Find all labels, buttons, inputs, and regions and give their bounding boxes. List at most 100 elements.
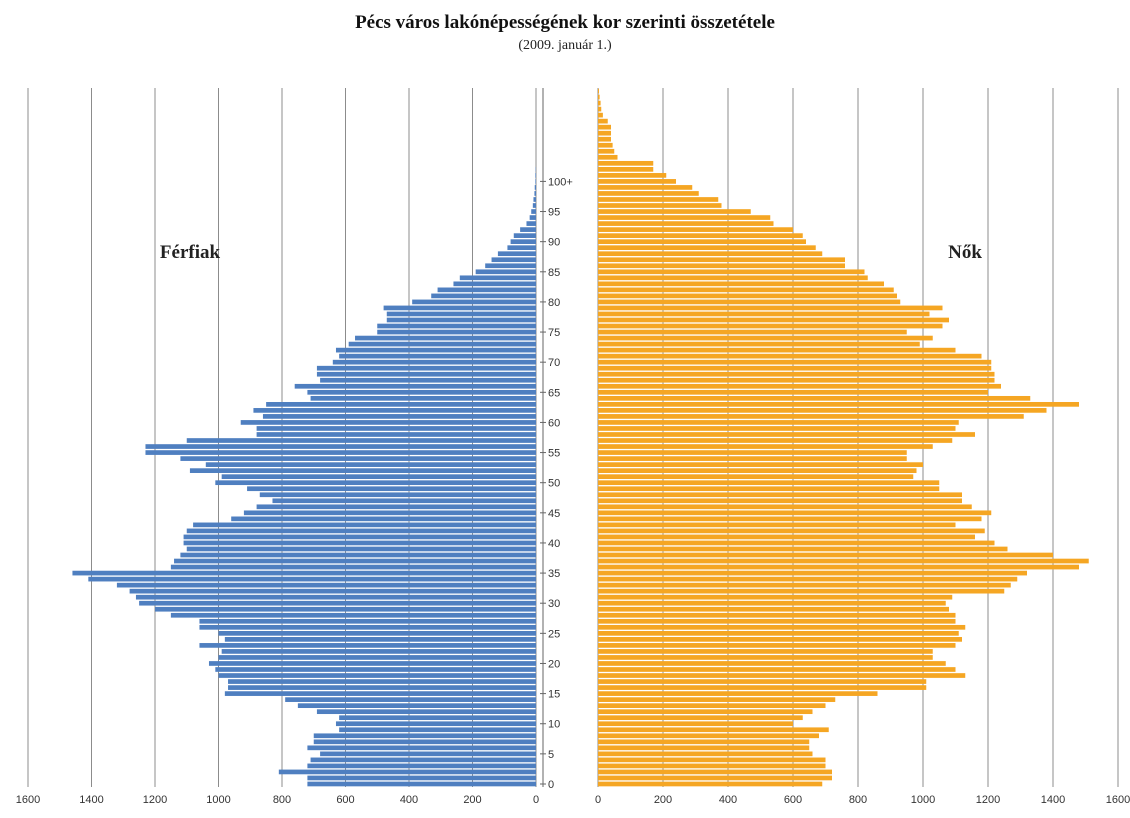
male-bar-36 (170, 564, 536, 570)
female-bar-106 (598, 142, 613, 148)
male-bar-12 (316, 709, 536, 715)
male-bar-52 (189, 468, 537, 473)
male-bar-14 (285, 697, 536, 702)
male-bar-87 (491, 257, 536, 263)
male-bar-65 (307, 389, 536, 395)
female-bar-92 (598, 227, 793, 232)
male-bar-39 (186, 546, 536, 552)
male-bar-25 (218, 630, 536, 636)
female-bar-76 (598, 323, 943, 329)
x-tick-right-0: 0 (595, 794, 601, 806)
male-bar-67 (320, 377, 536, 383)
age-tick-100+: 100+ (548, 176, 573, 188)
female-bar-93 (598, 221, 774, 226)
male-bar-41 (183, 534, 536, 540)
male-bar-78 (386, 311, 536, 317)
male-bar-20 (208, 661, 536, 666)
female-bar-20 (598, 661, 946, 666)
x-tick-right-1200: 1200 (976, 794, 1000, 806)
chart-subtitle: (2009. január 1.) (518, 38, 612, 53)
female-bar-46 (598, 504, 972, 510)
male-bar-70 (332, 359, 536, 365)
female-bar-102 (598, 166, 654, 172)
age-tick-65: 65 (548, 387, 560, 399)
female-bar-9 (598, 727, 829, 733)
male-bar-60 (240, 420, 536, 425)
male-bar-45 (243, 510, 536, 516)
female-bar-88 (598, 251, 823, 257)
female-bar-32 (598, 588, 1005, 594)
male-bar-82 (437, 287, 536, 293)
female-bar-112 (598, 106, 602, 112)
male-bar-4 (310, 757, 536, 763)
female-bar-33 (598, 582, 1011, 588)
female-bar-68 (598, 371, 995, 377)
male-bar-32 (129, 588, 536, 594)
male-bar-71 (339, 353, 536, 359)
x-tick-left-600: 600 (336, 794, 354, 806)
female-bar-5 (598, 751, 813, 757)
male-bar-8 (313, 733, 536, 739)
male-bar-53 (205, 462, 537, 467)
x-tick-left-400: 400 (400, 794, 418, 806)
male-bar-5 (320, 751, 536, 757)
female-bar-17 (598, 679, 927, 684)
age-tick-75: 75 (548, 327, 560, 339)
male-bar-49 (247, 486, 536, 492)
male-bar-40 (183, 540, 536, 546)
age-tick-20: 20 (548, 658, 560, 670)
male-bar-29 (155, 606, 536, 612)
male-bar-95 (531, 209, 536, 214)
age-tick-25: 25 (548, 628, 560, 640)
female-bar-98 (598, 191, 699, 196)
male-bar-54 (180, 456, 536, 461)
female-bar-41 (598, 534, 975, 540)
female-bar-39 (598, 546, 1008, 552)
x-tick-right-1000: 1000 (911, 794, 935, 806)
female-bar-49 (598, 486, 940, 492)
male-bar-88 (497, 251, 536, 257)
female-bar-26 (598, 624, 966, 630)
male-bar-31 (135, 594, 536, 600)
female-bar-84 (598, 275, 868, 281)
male-bar-27 (199, 618, 536, 624)
female-bar-64 (598, 395, 1031, 401)
female-bar-80 (598, 299, 901, 305)
female-bar-43 (598, 522, 956, 528)
x-tick-left-800: 800 (273, 794, 291, 806)
female-bar-114 (598, 94, 600, 100)
male-bar-90 (510, 239, 536, 245)
male-bar-84 (459, 275, 536, 281)
female-bar-74 (598, 335, 933, 341)
male-bar-30 (139, 600, 536, 606)
female-bar-51 (598, 474, 914, 480)
male-bar-61 (262, 414, 536, 419)
male-bar-9 (339, 727, 536, 733)
female-bar-79 (598, 305, 943, 311)
female-bar-27 (598, 618, 956, 624)
age-tick-90: 90 (548, 237, 560, 249)
x-tick-right-800: 800 (849, 794, 867, 806)
male-bar-91 (513, 233, 536, 238)
female-bar-22 (598, 649, 933, 654)
male-bar-42 (186, 528, 536, 534)
female-bar-104 (598, 154, 618, 160)
male-bar-100 (535, 179, 536, 184)
female-bar-77 (598, 317, 949, 323)
male-label: Férfiak (160, 242, 221, 263)
female-bar-13 (598, 703, 826, 709)
male-bar-94 (529, 215, 536, 220)
female-bar-57 (598, 438, 953, 443)
age-tick-0: 0 (548, 779, 554, 791)
male-bar-99 (534, 185, 536, 190)
chart-title: Pécs város lakónépességének kor szerinti… (355, 12, 775, 33)
female-bar-97 (598, 197, 719, 202)
male-bar-85 (475, 269, 536, 275)
female-label: Nők (948, 242, 982, 263)
female-bar-55 (598, 450, 907, 455)
female-bar-108 (598, 130, 611, 136)
female-bar-45 (598, 510, 992, 516)
female-bar-62 (598, 408, 1047, 413)
female-bar-52 (598, 468, 917, 473)
female-bar-110 (598, 118, 608, 124)
